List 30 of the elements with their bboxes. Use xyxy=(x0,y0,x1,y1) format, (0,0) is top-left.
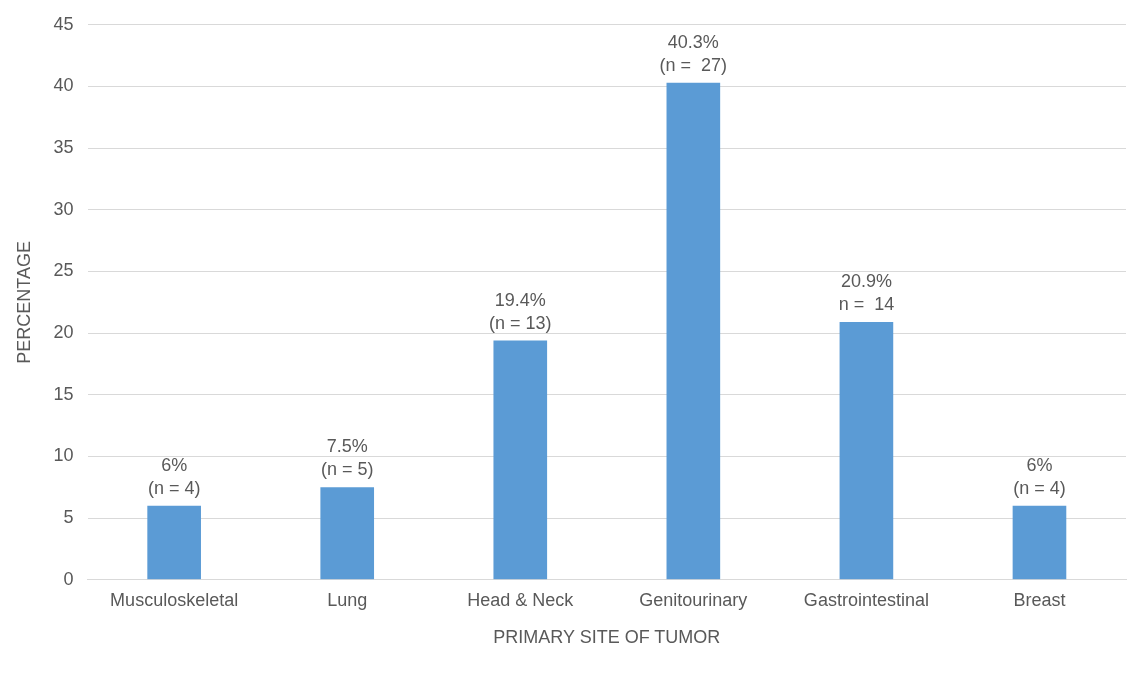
x-tick-label: Head & Neck xyxy=(467,589,575,610)
bar xyxy=(147,505,201,580)
x-tick-label: Genitourinary xyxy=(639,589,748,610)
x-tick-label: Musculoskeletal xyxy=(110,589,239,610)
y-tick-label: 35 xyxy=(53,137,74,158)
x-tick-label: Breast xyxy=(1013,589,1066,610)
x-axis-title: PRIMARY SITE OF TUMOR xyxy=(493,627,721,648)
y-tick-label: 45 xyxy=(53,13,74,34)
bar xyxy=(1012,505,1067,580)
bar xyxy=(666,82,721,580)
bar xyxy=(493,340,548,580)
x-tick-label: Gastrointestinal xyxy=(803,589,929,610)
y-tick-label: 20 xyxy=(53,322,74,343)
y-tick-label: 0 xyxy=(63,568,74,589)
data-label: 40.3% (n = 27) xyxy=(659,31,728,75)
y-tick-label: 15 xyxy=(53,383,74,404)
y-tick-label: 40 xyxy=(53,75,74,96)
data-label: 20.9% n = 14 xyxy=(838,271,895,314)
y-tick-label: 5 xyxy=(63,507,74,528)
bar xyxy=(320,487,375,580)
data-label: 19.4% (n = 13) xyxy=(489,289,552,333)
y-tick-label: 25 xyxy=(53,260,74,281)
y-tick-label: 30 xyxy=(53,198,74,219)
bar xyxy=(839,322,894,580)
y-axis-title: PERCENTAGE xyxy=(13,240,34,364)
data-label: 6% (n = 4) xyxy=(147,454,201,498)
data-label: 6% (n = 4) xyxy=(1013,454,1066,498)
x-tick-label: Lung xyxy=(327,589,368,610)
data-label: 7.5% (n = 5) xyxy=(320,436,374,480)
y-tick-label: 10 xyxy=(53,445,74,466)
